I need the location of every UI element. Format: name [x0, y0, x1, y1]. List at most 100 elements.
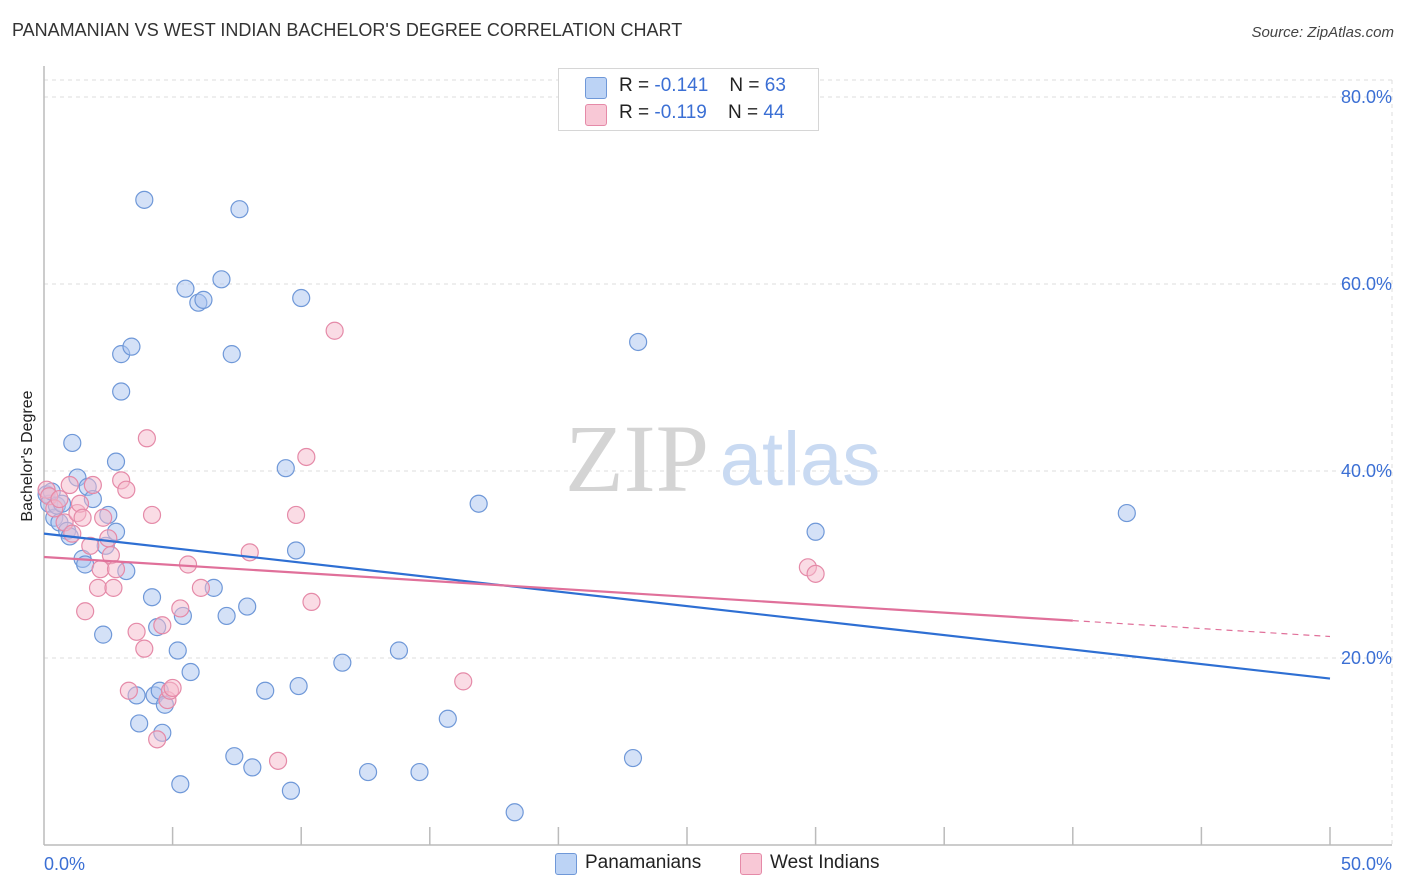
point-west-indian — [60, 475, 79, 495]
point-west-indian — [83, 475, 102, 495]
point-west-indian — [171, 599, 190, 618]
y-tick-label: 20.0% — [1341, 648, 1392, 668]
point-panamanian — [438, 709, 457, 728]
point-panamanian — [1117, 503, 1136, 523]
point-west-indian — [302, 592, 321, 612]
point-panamanian — [142, 588, 162, 607]
legend-r-value: -0.141 — [654, 75, 709, 96]
legend-label: West Indians — [770, 852, 880, 873]
point-west-indian — [81, 536, 100, 555]
point-panamanian — [281, 781, 301, 800]
point-west-indian — [454, 672, 473, 691]
point-panamanian — [256, 681, 275, 700]
point-panamanian — [176, 279, 195, 298]
point-west-indian — [135, 639, 154, 658]
point-panamanian — [629, 332, 648, 352]
point-west-indian — [91, 560, 110, 579]
point-panamanian — [410, 762, 429, 782]
point-west-indian — [163, 678, 182, 698]
point-panamanian — [168, 641, 187, 660]
point-panamanian — [292, 288, 311, 308]
legend-label: Panamanians — [585, 852, 702, 873]
point-panamanian — [469, 494, 488, 513]
point-west-indian — [117, 480, 136, 499]
legend-n-value: 63 — [764, 75, 786, 96]
point-panamanian — [289, 676, 308, 696]
point-west-indian — [268, 751, 288, 770]
point-panamanian — [230, 200, 249, 219]
legend-swatch-blue — [555, 853, 577, 875]
point-panamanian — [135, 190, 154, 209]
point-panamanian — [63, 433, 82, 453]
point-panamanian — [217, 606, 236, 626]
watermark: ZIP atlas — [565, 405, 880, 512]
point-panamanian — [212, 270, 231, 289]
point-west-indian — [99, 529, 118, 548]
y-tick-label: 80.0% — [1341, 87, 1392, 107]
point-panamanian — [243, 758, 262, 777]
legend-r-value: -0.119 — [654, 102, 707, 123]
x-tick-label-max: 50.0% — [1341, 854, 1392, 874]
point-panamanian — [94, 625, 113, 644]
chart-title: PANAMANIAN VS WEST INDIAN BACHELOR'S DEG… — [12, 20, 683, 40]
point-west-indian — [137, 429, 156, 448]
point-west-indian — [88, 578, 108, 597]
legend-r-label: R = — [619, 102, 650, 123]
point-west-indian — [148, 730, 167, 749]
point-west-indian — [286, 505, 306, 525]
watermark-zip: ZIP — [565, 405, 709, 512]
axes — [43, 66, 1392, 846]
point-panamanian — [276, 459, 295, 478]
point-west-indian — [73, 508, 92, 527]
point-panamanian — [181, 662, 200, 682]
legend-r-label: R = — [619, 75, 650, 96]
legend-n-label: N = — [729, 75, 760, 96]
legend-swatch-blue — [585, 77, 607, 99]
trend-line-extension — [1072, 620, 1331, 638]
point-west-indian — [325, 321, 344, 340]
trend-line-west-indians — [43, 555, 1073, 622]
legend-n-label: N = — [727, 102, 759, 123]
grid-lines — [44, 79, 1393, 845]
y-tick-label: 60.0% — [1341, 274, 1392, 294]
x-tick-label-min: 0.0% — [44, 854, 85, 874]
point-panamanian — [333, 653, 352, 672]
point-west-indian — [297, 447, 316, 467]
point-panamanian — [286, 541, 306, 560]
point-panamanian — [122, 337, 141, 356]
point-panamanian — [389, 641, 409, 660]
point-panamanian — [106, 452, 126, 471]
point-west-indian — [76, 602, 95, 621]
stats-legend: R = -0.141 N = 63 R = -0.119 N = 44 — [558, 68, 819, 131]
tick-labels: 20.0% 40.0% 60.0% 80.0% 0.0% 50.0% — [44, 87, 1392, 874]
legend-swatch-pink — [740, 853, 762, 875]
point-west-indian — [104, 578, 123, 597]
point-west-indian — [119, 681, 138, 700]
legend-n-value: 44 — [763, 102, 785, 123]
legend-swatch-pink — [585, 104, 607, 126]
point-west-indian — [127, 622, 146, 641]
point-panamanian — [225, 747, 244, 766]
trend-lines — [43, 532, 1331, 680]
watermark-atlas: atlas — [720, 417, 881, 502]
point-west-indian — [63, 524, 82, 543]
y-tick-label: 40.0% — [1341, 461, 1392, 481]
data-points — [37, 190, 1136, 822]
point-panamanian — [623, 748, 643, 768]
point-panamanian — [130, 714, 149, 733]
point-panamanian — [222, 345, 241, 364]
point-panamanian — [112, 382, 131, 401]
point-panamanian — [806, 522, 825, 541]
point-west-indian — [191, 578, 210, 597]
source-credit: Source: ZipAtlas.com — [1251, 24, 1394, 41]
point-west-indian — [806, 564, 825, 583]
point-west-indian — [106, 560, 126, 579]
trend-line-panamanians — [43, 532, 1331, 680]
point-west-indian — [50, 489, 69, 509]
point-panamanian — [358, 762, 378, 782]
point-panamanian — [171, 775, 190, 794]
point-west-indian — [142, 505, 162, 525]
point-panamanian — [194, 290, 213, 309]
point-west-indian — [153, 616, 172, 635]
